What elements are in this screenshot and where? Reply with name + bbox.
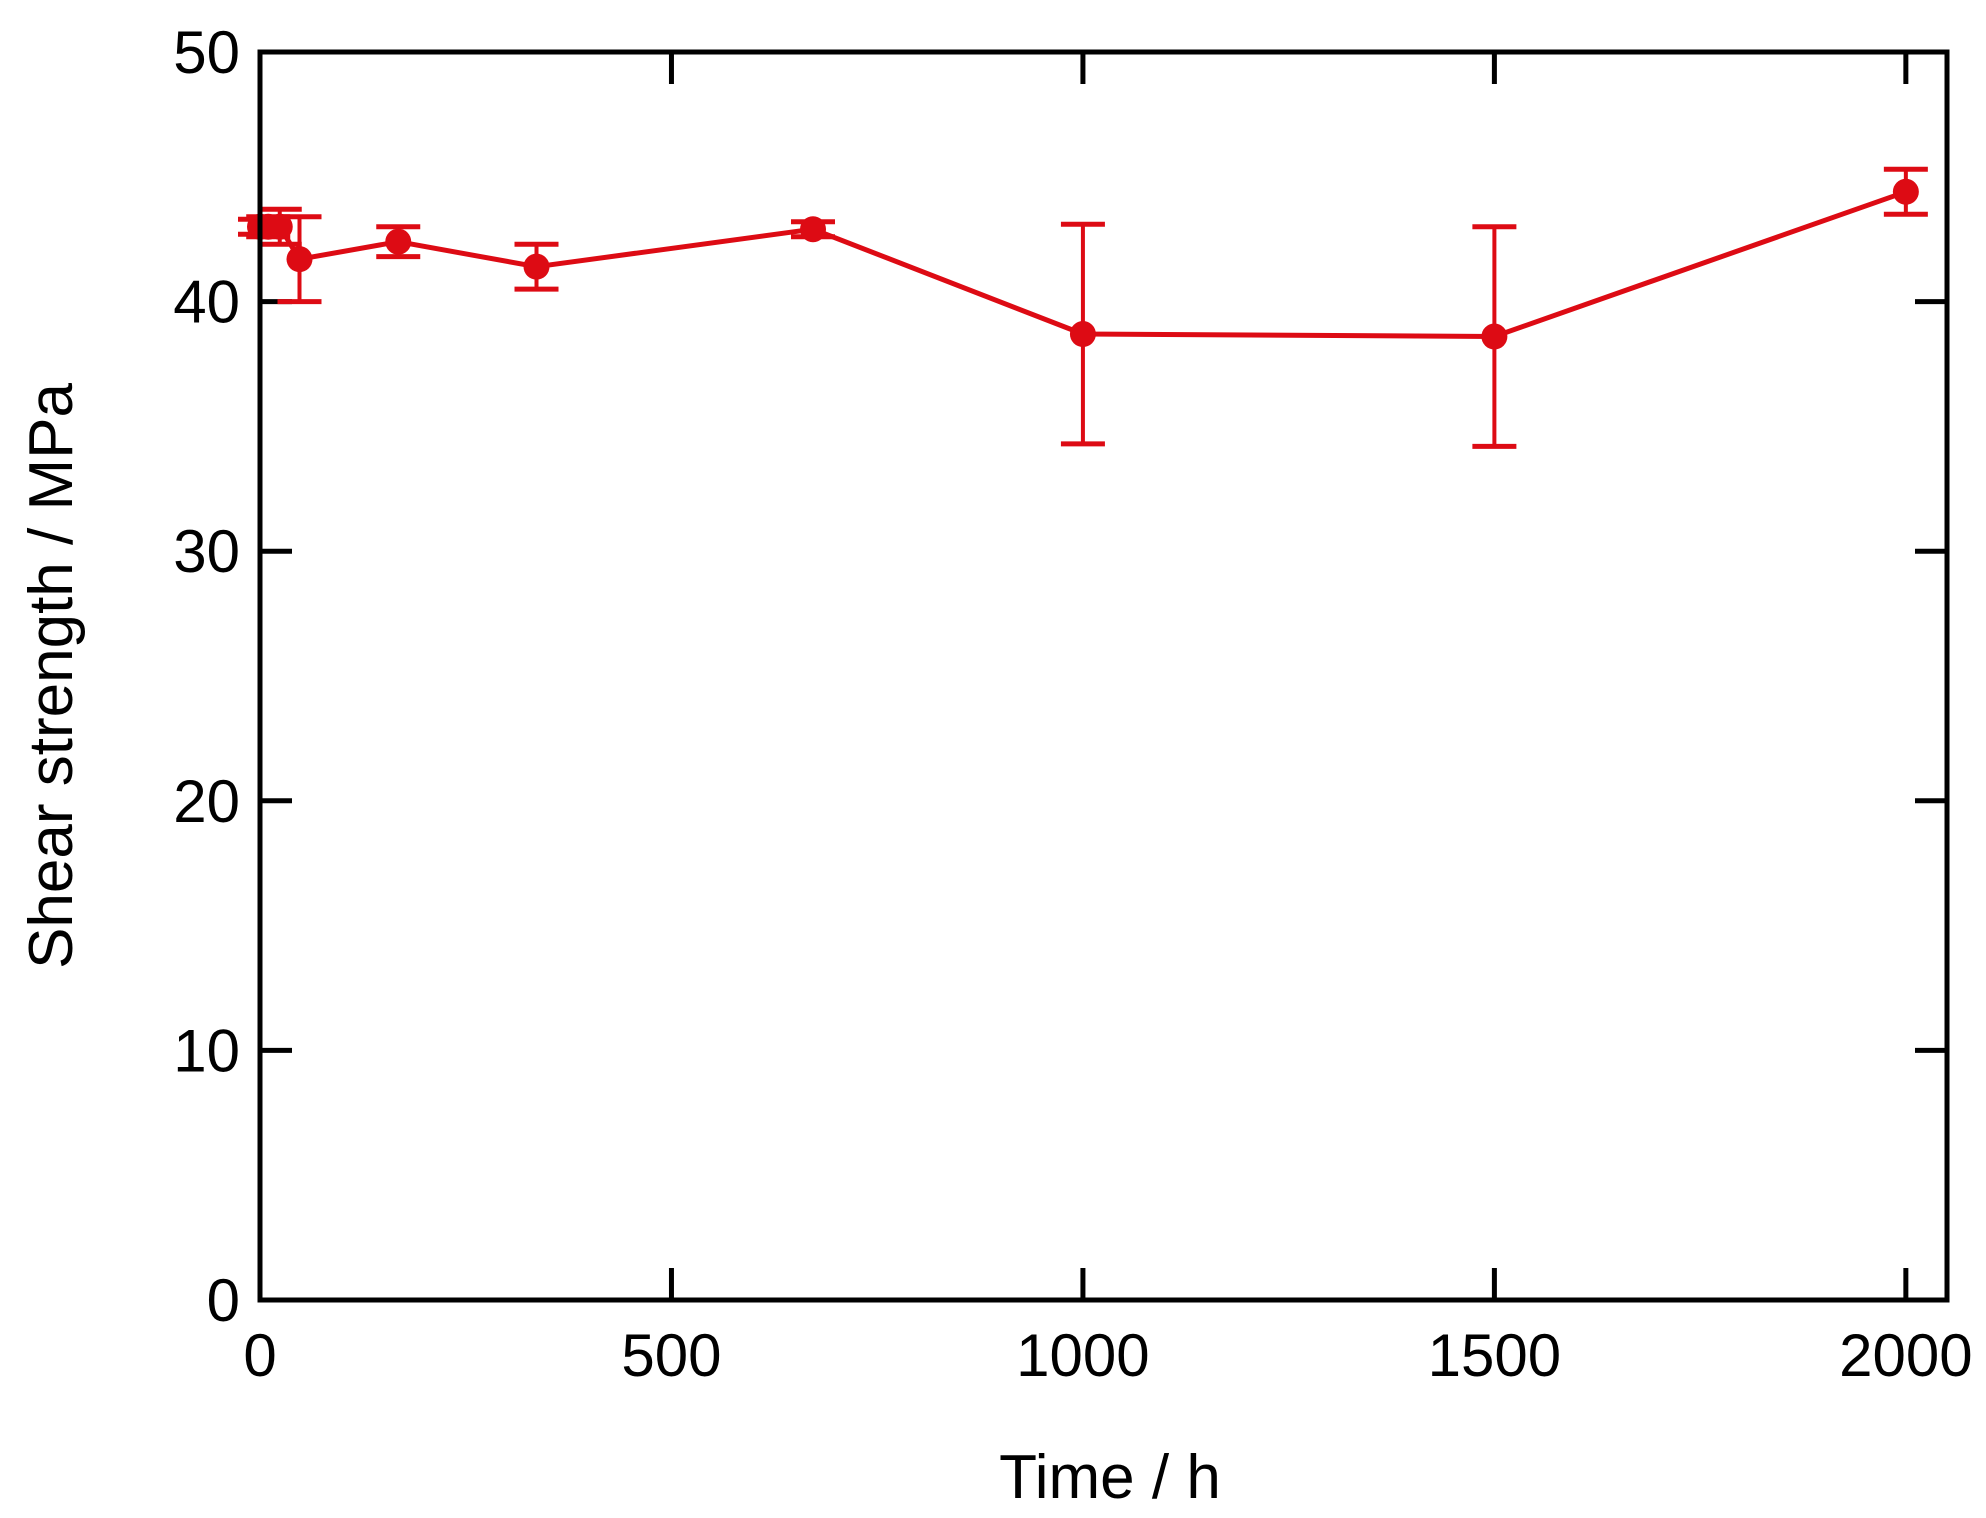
x-tick-label: 500 — [621, 1322, 721, 1389]
y-tick-label: 10 — [173, 1017, 240, 1084]
x-tick-label: 0 — [243, 1322, 276, 1389]
data-point — [1892, 178, 1919, 205]
x-tick-label: 2000 — [1839, 1322, 1972, 1389]
x-axis-title: Time / h — [999, 1443, 1221, 1512]
y-tick-label: 20 — [173, 768, 240, 835]
y-tick-label: 30 — [173, 518, 240, 585]
plot-frame — [257, 49, 1950, 1303]
axis-ticks — [257, 49, 1947, 1303]
y-tick-label: 0 — [207, 1267, 240, 1334]
data-point — [800, 216, 827, 243]
data-point — [266, 213, 293, 240]
y-axis-title: Shear strength / MPa — [17, 383, 86, 969]
data-point — [1481, 323, 1508, 350]
data-point — [286, 246, 313, 273]
data-point — [523, 253, 550, 280]
y-tick-label: 50 — [173, 19, 240, 86]
data-point — [1069, 321, 1096, 348]
y-tick-label: 40 — [173, 269, 240, 336]
data-point — [385, 228, 412, 255]
x-tick-label: 1500 — [1428, 1322, 1561, 1389]
x-tick-label: 1000 — [1016, 1322, 1149, 1389]
data-series — [238, 166, 1928, 449]
